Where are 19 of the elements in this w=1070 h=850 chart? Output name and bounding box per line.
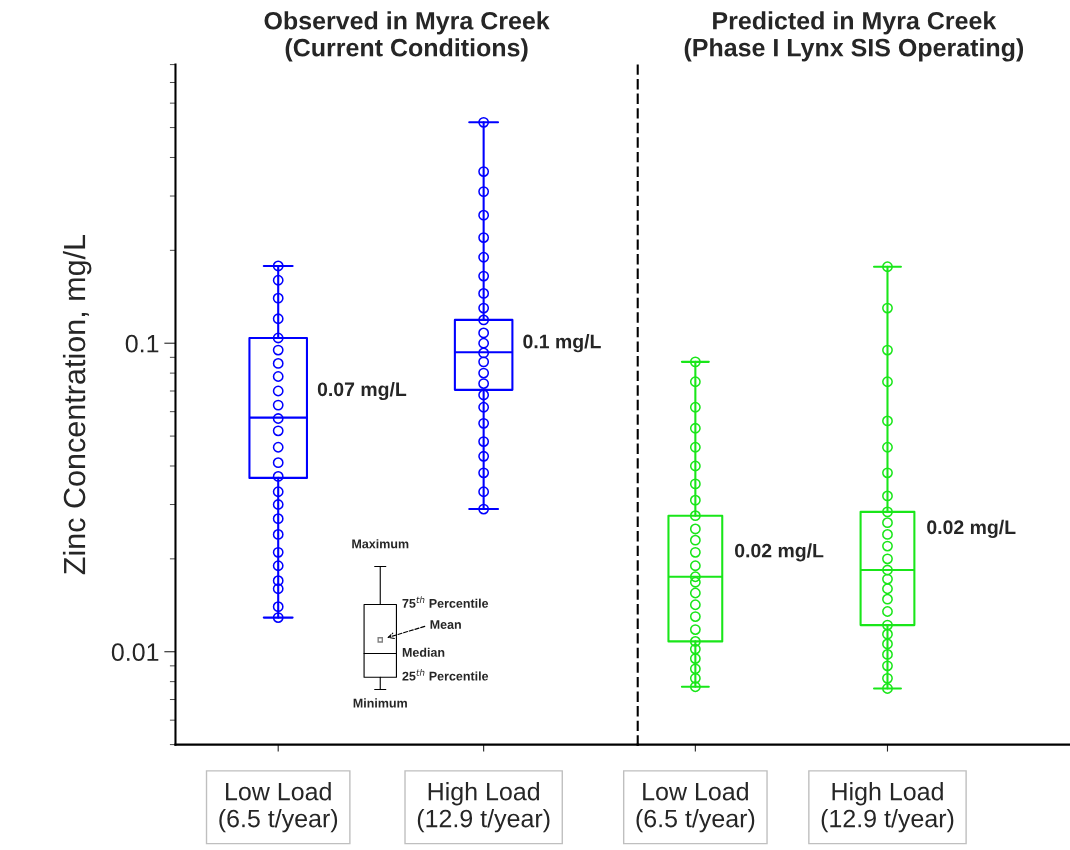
annotation: 25$^{th}$ Percentile: [402, 669, 489, 681]
x-tick-label: High Load (12.9 t/year): [417, 782, 550, 833]
chart-title: Observed in Myra Creek (Current Conditions): [264, 11, 550, 62]
annotation: 0.02 mg/L: [927, 519, 1016, 539]
chart-title: Predicted in Myra Creek (Phase I Lynx SIS Operating): [684, 11, 1024, 62]
x-tick-label: Low Load (6.5 t/year): [219, 782, 338, 833]
x-tick-label: Low Load (6.5 t/year): [636, 782, 755, 833]
annotation: Maximum: [352, 539, 409, 549]
annotation: Median: [402, 647, 445, 657]
y-axis-title: Zinc Concentration, mg/L: [62, 234, 92, 575]
annotation: 0.1 mg/L: [523, 334, 601, 353]
annotation: 75$^{th}$ Percentile: [402, 596, 489, 608]
annotation: 0.02 mg/L: [735, 543, 824, 562]
x-tick-label: High Load (12.9 t/year): [821, 782, 954, 833]
y-tick-label: 0.1: [125, 334, 159, 353]
annotation: Mean: [430, 620, 461, 629]
annotation: 0.07 mg/L: [317, 381, 407, 401]
y-tick-label: 0.01: [111, 643, 159, 662]
annotation: Minimum: [353, 698, 407, 708]
